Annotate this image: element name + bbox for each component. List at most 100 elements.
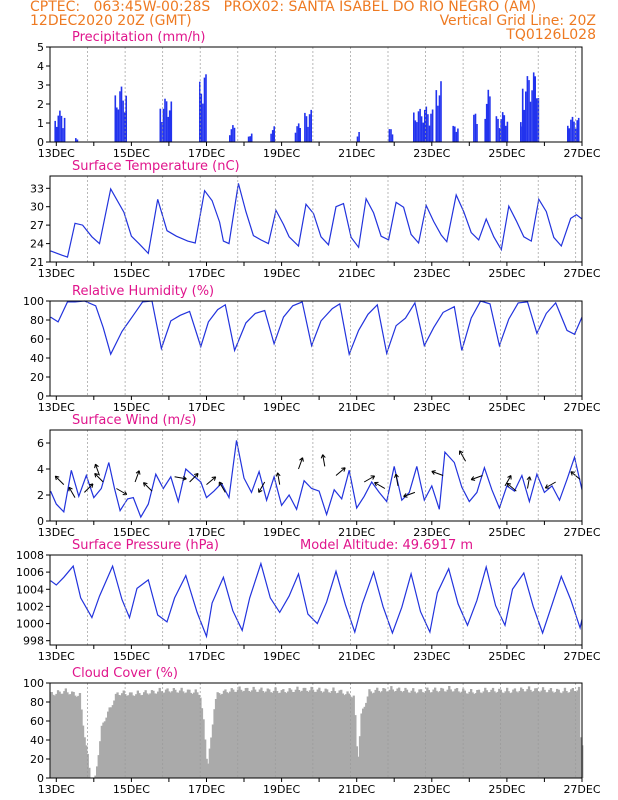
precip-bar <box>568 128 571 142</box>
precip-bar <box>307 126 309 142</box>
cloud-bar <box>247 691 251 778</box>
cloud-bar <box>271 692 274 778</box>
cloud-bar <box>398 687 401 778</box>
cloud-bar <box>318 687 321 778</box>
cloud-bar <box>452 691 456 778</box>
precip-bar <box>270 133 272 142</box>
header-model-id: TQ0126L028 <box>506 27 596 43</box>
cloud-bar <box>249 691 252 778</box>
cloud-bar <box>152 690 155 778</box>
cloud-bar <box>141 694 144 778</box>
cloud-bar <box>520 687 523 778</box>
cloud-bar <box>506 687 509 778</box>
wind-arrow <box>403 491 416 497</box>
x-tick-label: 15DEC <box>113 526 150 539</box>
cloud-bar <box>252 686 255 778</box>
cloud-bar <box>401 692 404 778</box>
cloud-bar <box>127 695 130 778</box>
cloud-bar <box>69 694 72 778</box>
precip-bar <box>159 108 162 142</box>
x-tick-label: 19DEC <box>263 147 300 160</box>
cloud-bar <box>322 691 326 778</box>
x-tick-label: 23DEC <box>413 783 450 796</box>
panel-title: Surface Temperature (nC) <box>72 159 240 174</box>
precip-bar <box>116 107 118 142</box>
cloud-bar <box>390 686 393 778</box>
cloud-bar <box>254 689 257 778</box>
cloud-bar <box>107 711 110 778</box>
cloud-bar <box>146 693 149 778</box>
precip-bar <box>296 126 298 142</box>
x-tick-label: 15DEC <box>113 267 150 280</box>
precip-bar <box>573 121 575 142</box>
precip-bar <box>489 96 491 142</box>
cloud-bar <box>470 689 473 778</box>
cloud-bar <box>210 737 213 778</box>
cloud-bar <box>412 688 415 778</box>
cloud-bar <box>99 741 102 778</box>
wind-arrow-head <box>55 475 60 478</box>
cloud-bar <box>426 687 429 778</box>
x-tick-label: 19DEC <box>263 401 300 414</box>
panel-1: Precipitation (mm/h) 0 1 2 3 4 5 13DEC 15DEC 17DE… <box>37 30 601 160</box>
cloud-bar <box>240 689 243 778</box>
precip-bar <box>571 116 574 142</box>
wind-arrow-head <box>343 467 346 472</box>
wind-arrow <box>84 483 94 493</box>
precip-bar <box>506 121 509 142</box>
header-station: CPTEC: 063:45W-00:28S PROX02: SANTA ISAB… <box>30 0 537 15</box>
precip-bar <box>435 90 438 142</box>
wind-arrow-head <box>394 473 397 478</box>
x-tick-label: 15DEC <box>113 401 150 414</box>
cloud-bar <box>399 690 402 778</box>
precip-bar <box>531 90 533 142</box>
cloud-bar <box>268 689 271 778</box>
x-tick-label: 27DEC <box>563 147 600 160</box>
wind-arrow <box>374 482 386 489</box>
cloud-bar <box>280 690 283 778</box>
cloud-bar <box>487 692 490 778</box>
cloud-bar <box>63 691 66 778</box>
cloud-bar <box>277 693 280 778</box>
precip-bar <box>63 117 66 142</box>
y-tick-label: 20 <box>30 371 44 384</box>
wind-arrow <box>459 450 467 462</box>
cloud-bar <box>255 691 258 778</box>
precip-bar <box>62 128 64 142</box>
cloud-bar <box>52 694 55 778</box>
wind-arrow-head <box>94 473 99 475</box>
y-tick-label: 27 <box>30 219 44 232</box>
cloud-bar <box>218 693 221 778</box>
cloud-bar <box>338 690 341 778</box>
cloud-bar <box>122 690 125 778</box>
y-tick-label: 1008 <box>16 549 44 562</box>
cloud-bar <box>55 693 58 778</box>
cloud-bar <box>379 692 382 778</box>
cloud-bar <box>537 691 540 778</box>
cloud-bar <box>304 687 307 778</box>
wind-arrow-head <box>544 484 548 489</box>
precip-bar <box>200 93 203 142</box>
cloud-bar <box>377 690 380 778</box>
cloud-bar <box>166 688 169 778</box>
precip-bar <box>161 122 163 142</box>
cloud-bar <box>557 689 560 778</box>
cloud-bar <box>424 691 427 778</box>
wind-arrow <box>506 483 517 492</box>
cloud-bar <box>66 692 69 778</box>
cloud-bar <box>360 713 363 778</box>
panel-frame <box>49 300 583 397</box>
x-tick-label: 23DEC <box>413 526 450 539</box>
precip-bar <box>358 132 360 142</box>
wind-arrow-head <box>94 464 96 469</box>
cloud-bar <box>477 689 481 778</box>
cloud-bar <box>94 775 97 778</box>
y-tick-label: 5 <box>37 41 44 54</box>
cloud-bar <box>279 692 282 778</box>
cloud-bar <box>449 689 452 778</box>
cloud-bar <box>88 767 91 778</box>
cloud-bar <box>541 687 545 778</box>
wind-arrow-head <box>91 483 94 488</box>
precip-bar <box>431 109 434 142</box>
precip-bar <box>75 138 77 142</box>
